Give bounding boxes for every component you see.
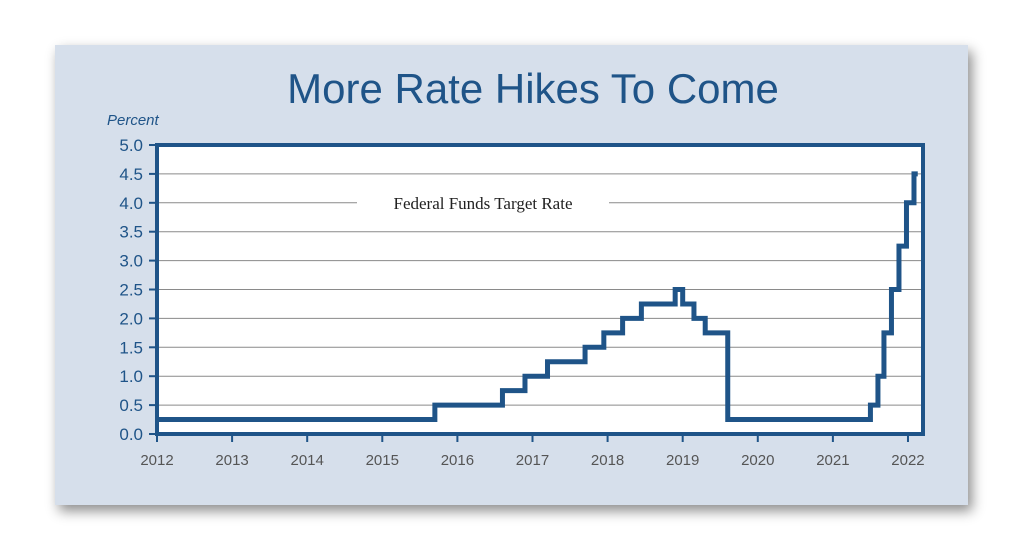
x-tick-label: 2020 [741, 452, 774, 469]
x-tick-label: 2018 [591, 452, 624, 469]
y-axis-label: Percent [107, 112, 160, 129]
x-tick-label: 2021 [816, 452, 849, 469]
series-annotation: Federal Funds Target Rate [393, 194, 572, 213]
x-tick-label: 2014 [291, 452, 324, 469]
x-tick-label: 2017 [516, 452, 549, 469]
y-tick-label: 4.0 [119, 194, 143, 213]
y-tick-label: 5.0 [119, 136, 143, 155]
chart-card: More Rate Hikes To Come Percent 0.0 0.5 1.… [55, 45, 968, 505]
x-tick-label: 2013 [215, 452, 248, 469]
y-tick-label: 0.0 [119, 425, 143, 444]
y-tick-label: 3.0 [119, 252, 143, 271]
annotation-background [357, 190, 609, 215]
chart-title: More Rate Hikes To Come [287, 65, 779, 112]
y-tick-label: 1.0 [119, 367, 143, 386]
rate-line [157, 171, 918, 423]
y-tick-label: 4.5 [119, 165, 143, 184]
x-tick-label: 2015 [366, 452, 399, 469]
y-tick-label: 2.5 [119, 281, 143, 300]
y-tick-label: 2.0 [119, 309, 143, 328]
y-tick-label: 3.5 [119, 223, 143, 242]
chart: More Rate Hikes To Come Percent 0.0 0.5 1.… [107, 65, 925, 469]
y-tick-label: 1.5 [119, 338, 143, 357]
x-tick-label: 2019 [666, 452, 699, 469]
y-tick-label: 0.5 [119, 396, 143, 415]
x-tick-label: 2022 [891, 452, 924, 469]
plot-frame [155, 143, 925, 436]
x-tick-label: 2012 [140, 452, 173, 469]
x-tick-label: 2016 [441, 452, 474, 469]
